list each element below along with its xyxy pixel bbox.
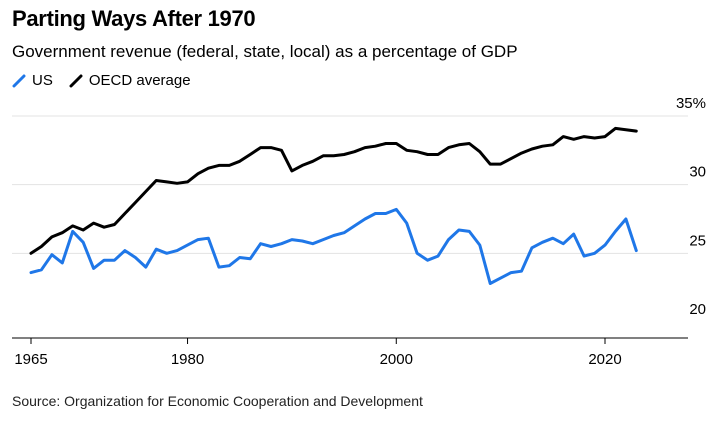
y-tick-label-20: 20	[689, 301, 706, 318]
x-tick-label-1980: 1980	[171, 351, 204, 368]
y-tick-label-25: 25	[689, 232, 706, 249]
series-line-us	[29, 207, 638, 285]
chart-title: Parting Ways After 1970	[12, 6, 256, 31]
x-tick-label-1965: 1965	[14, 351, 47, 368]
legend: US OECD average	[12, 72, 207, 89]
chart-subtitle: Government revenue (federal, state, loca…	[12, 42, 518, 61]
y-tick-label-35: 35%	[676, 95, 706, 112]
series-line-oecd-average	[29, 126, 638, 255]
legend-swatch-us	[12, 74, 26, 87]
x-tick-label-2000: 2000	[380, 351, 413, 368]
legend-item-oecd: OECD average	[69, 72, 191, 89]
legend-swatch-oecd	[69, 74, 83, 87]
source-note: Source: Organization for Economic Cooper…	[12, 393, 423, 409]
y-tick-label-30: 30	[689, 164, 706, 181]
legend-item-us: US	[12, 72, 53, 89]
x-tick-label-2020: 2020	[588, 351, 621, 368]
legend-label-oecd: OECD average	[88, 72, 191, 89]
legend-label-us: US	[32, 72, 53, 89]
